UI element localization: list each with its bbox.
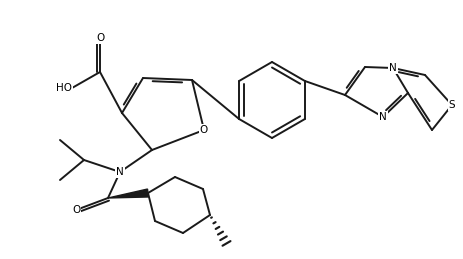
Text: O: O [200, 125, 208, 135]
Text: N: N [388, 63, 396, 73]
Text: N: N [378, 112, 386, 122]
Text: N: N [116, 167, 124, 177]
Text: HO: HO [56, 83, 72, 93]
Text: O: O [96, 33, 104, 43]
Text: S: S [448, 100, 454, 110]
Text: O: O [72, 205, 80, 215]
Polygon shape [108, 189, 148, 198]
